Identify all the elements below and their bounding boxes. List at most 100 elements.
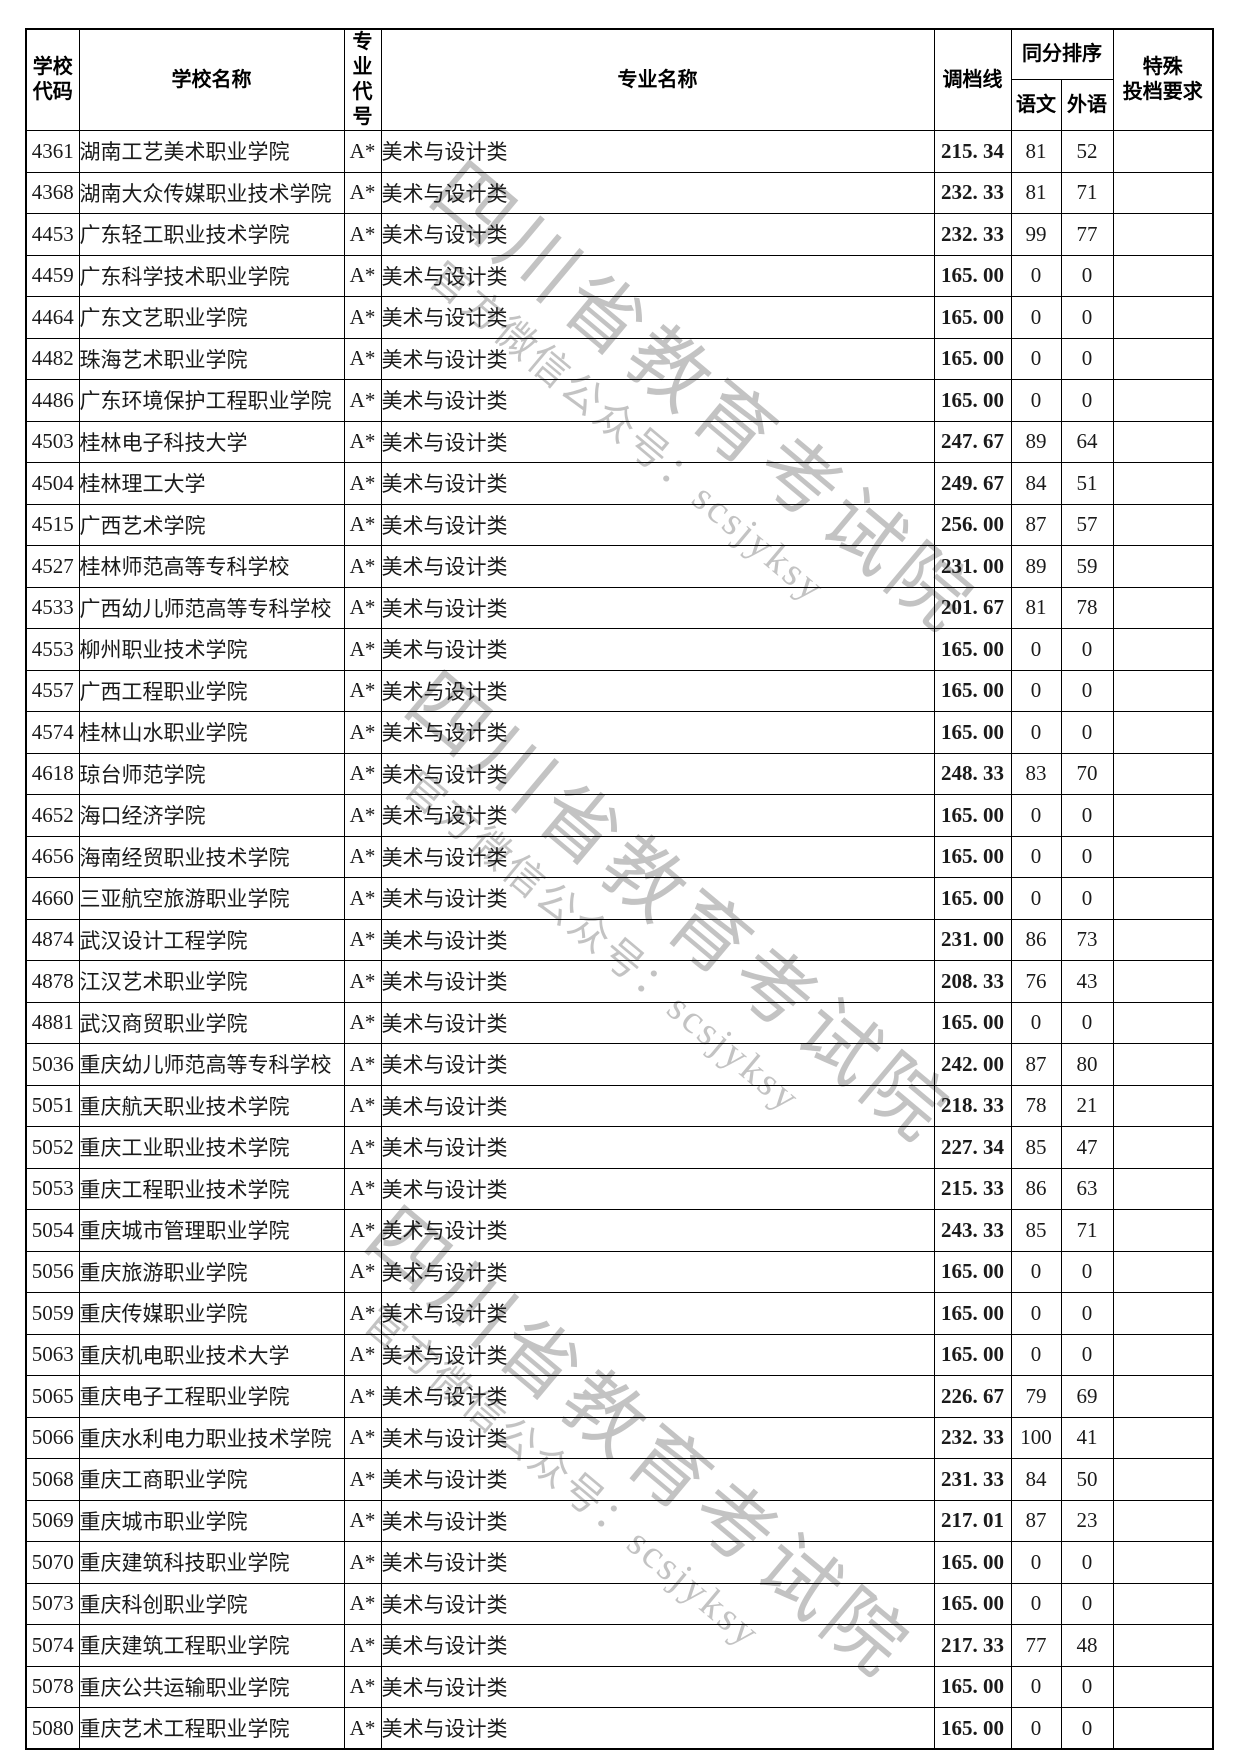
special-requirements-cell: [1112, 752, 1214, 795]
school-name-cell: 重庆建筑工程职业学院: [78, 1624, 345, 1667]
chinese-score-cell: 81: [1010, 171, 1062, 214]
major-code-cell: A*: [343, 1292, 382, 1335]
school-code-cell: 4515: [25, 503, 80, 546]
foreign-score-cell: 0: [1060, 254, 1114, 297]
cutoff-line-cell: 247. 67: [933, 420, 1012, 463]
cutoff-line-cell: 248. 33: [933, 752, 1012, 795]
chinese-score-cell: 0: [1010, 1665, 1062, 1708]
school-name-cell: 桂林理工大学: [78, 462, 345, 505]
school-code-cell: 4486: [25, 379, 80, 422]
foreign-score-cell: 51: [1060, 462, 1114, 505]
major-name-cell: 美术与设计类: [380, 1416, 935, 1459]
table-row: 5070 重庆建筑科技职业学院 A* 美术与设计类 165. 00 0 0: [25, 1541, 1214, 1584]
school-name-cell: 重庆艺术工程职业学院: [78, 1707, 345, 1750]
school-name-cell: 广东科学技术职业学院: [78, 254, 345, 297]
major-name-cell: 美术与设计类: [380, 503, 935, 546]
table-row: 4656 海南经贸职业技术学院 A* 美术与设计类 165. 00 0 0: [25, 835, 1214, 878]
school-name-cell: 重庆幼儿师范高等专科学校: [78, 1043, 345, 1086]
table-row: 4482 珠海艺术职业学院 A* 美术与设计类 165. 00 0 0: [25, 337, 1214, 380]
major-code-cell: A*: [343, 420, 382, 463]
special-requirements-cell: [1112, 1665, 1214, 1708]
school-code-cell: 5066: [25, 1416, 80, 1459]
foreign-score-cell: 80: [1060, 1043, 1114, 1086]
foreign-score-cell: 0: [1060, 379, 1114, 422]
foreign-score-cell: 59: [1060, 545, 1114, 588]
chinese-score-cell: 0: [1010, 1001, 1062, 1044]
cutoff-line-cell: 208. 33: [933, 960, 1012, 1003]
special-requirements-cell: [1112, 711, 1214, 754]
cutoff-line-cell: 165. 00: [933, 1707, 1012, 1750]
major-name-cell: 美术与设计类: [380, 1209, 935, 1252]
school-code-cell: 4459: [25, 254, 80, 297]
chinese-score-cell: 0: [1010, 1541, 1062, 1584]
table-header: 学校 代码 学校名称 专业 代号 专业名称 调档线 同分排序 特殊 投档要求 语…: [25, 28, 1214, 131]
special-requirements-cell: [1112, 669, 1214, 712]
major-code-cell: A*: [343, 1541, 382, 1584]
special-requirements-cell: [1112, 130, 1214, 173]
school-name-cell: 武汉设计工程学院: [78, 918, 345, 961]
school-code-cell: 4453: [25, 213, 80, 256]
foreign-score-cell: 0: [1060, 1665, 1114, 1708]
foreign-score-cell: 21: [1060, 1084, 1114, 1127]
cutoff-line-cell: 232. 33: [933, 1416, 1012, 1459]
school-code-cell: 4660: [25, 877, 80, 920]
cutoff-line-cell: 165. 00: [933, 711, 1012, 754]
school-name-cell: 湖南大众传媒职业技术学院: [78, 171, 345, 214]
foreign-score-cell: 77: [1060, 213, 1114, 256]
foreign-score-cell: 0: [1060, 835, 1114, 878]
foreign-score-cell: 0: [1060, 1541, 1114, 1584]
cutoff-line-cell: 243. 33: [933, 1209, 1012, 1252]
school-code-cell: 4464: [25, 296, 80, 339]
chinese-score-cell: 84: [1010, 462, 1062, 505]
school-code-cell: 5078: [25, 1665, 80, 1708]
special-requirements-cell: [1112, 213, 1214, 256]
table-row: 5068 重庆工商职业学院 A* 美术与设计类 231. 33 84 50: [25, 1458, 1214, 1501]
special-requirements-cell: [1112, 918, 1214, 961]
special-requirements-cell: [1112, 794, 1214, 837]
school-name-cell: 重庆建筑科技职业学院: [78, 1541, 345, 1584]
special-requirements-cell: [1112, 1333, 1214, 1376]
major-code-cell: A*: [343, 1001, 382, 1044]
major-name-cell: 美术与设计类: [380, 628, 935, 671]
school-name-cell: 重庆公共运输职业学院: [78, 1665, 345, 1708]
major-name-cell: 美术与设计类: [380, 171, 935, 214]
table-row: 4361 湖南工艺美术职业学院 A* 美术与设计类 215. 34 81 52: [25, 130, 1214, 173]
school-code-cell: 5080: [25, 1707, 80, 1750]
major-name-cell: 美术与设计类: [380, 835, 935, 878]
foreign-score-cell: 41: [1060, 1416, 1114, 1459]
major-code-cell: A*: [343, 1582, 382, 1625]
school-name-cell: 重庆工商职业学院: [78, 1458, 345, 1501]
header-foreign-language-score: 外语: [1060, 79, 1114, 131]
cutoff-line-cell: 231. 33: [933, 1458, 1012, 1501]
major-code-cell: A*: [343, 545, 382, 588]
major-code-cell: A*: [343, 794, 382, 837]
table-row: 5074 重庆建筑工程职业学院 A* 美术与设计类 217. 33 77 48: [25, 1624, 1214, 1667]
major-code-cell: A*: [343, 1043, 382, 1086]
major-name-cell: 美术与设计类: [380, 586, 935, 629]
cutoff-line-cell: 165. 00: [933, 1665, 1012, 1708]
special-requirements-cell: [1112, 960, 1214, 1003]
foreign-score-cell: 57: [1060, 503, 1114, 546]
chinese-score-cell: 84: [1010, 1458, 1062, 1501]
table-row: 5078 重庆公共运输职业学院 A* 美术与设计类 165. 00 0 0: [25, 1665, 1214, 1708]
school-code-cell: 4874: [25, 918, 80, 961]
cutoff-line-cell: 226. 67: [933, 1375, 1012, 1418]
major-name-cell: 美术与设计类: [380, 711, 935, 754]
special-requirements-cell: [1112, 1043, 1214, 1086]
table-row: 4553 柳州职业技术学院 A* 美术与设计类 165. 00 0 0: [25, 628, 1214, 671]
cutoff-line-cell: 227. 34: [933, 1126, 1012, 1169]
cutoff-line-cell: 165. 00: [933, 337, 1012, 380]
cutoff-line-cell: 165. 00: [933, 379, 1012, 422]
cutoff-line-cell: 165. 00: [933, 1250, 1012, 1293]
chinese-score-cell: 100: [1010, 1416, 1062, 1459]
table-row: 5056 重庆旅游职业学院 A* 美术与设计类 165. 00 0 0: [25, 1250, 1214, 1293]
table-row: 4874 武汉设计工程学院 A* 美术与设计类 231. 00 86 73: [25, 918, 1214, 961]
foreign-score-cell: 0: [1060, 877, 1114, 920]
foreign-score-cell: 0: [1060, 1292, 1114, 1335]
special-requirements-cell: [1112, 835, 1214, 878]
major-code-cell: A*: [343, 918, 382, 961]
table-row: 4368 湖南大众传媒职业技术学院 A* 美术与设计类 232. 33 81 7…: [25, 171, 1214, 214]
foreign-score-cell: 0: [1060, 794, 1114, 837]
cutoff-line-cell: 256. 00: [933, 503, 1012, 546]
